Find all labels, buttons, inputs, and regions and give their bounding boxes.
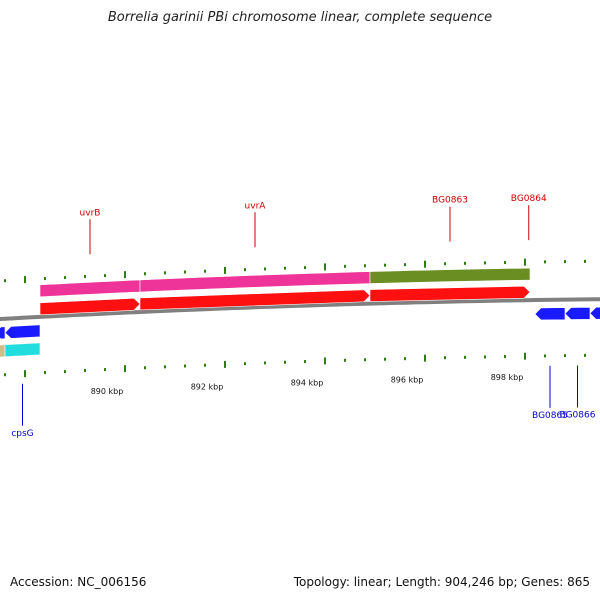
gene-arrow-forward — [39, 297, 141, 316]
scale-label: 892 kbp — [191, 382, 224, 391]
gene-arrow-reverse — [534, 307, 566, 321]
length-label: Length: — [395, 575, 441, 589]
forward-tick-row — [4, 258, 586, 284]
accession-value: NC_006156 — [77, 575, 147, 589]
reverse-gene-label: cpsG — [11, 429, 33, 439]
genes-label: Genes: — [521, 575, 564, 589]
accession-label: Accession: — [10, 575, 74, 589]
scale-label: 898 kbp — [491, 373, 524, 382]
forward-gene-label: uvrB — [80, 208, 101, 218]
map-title: Borrelia garinii PBi chromosome linear, … — [107, 10, 493, 25]
forward-gene-label: BG0863 — [432, 196, 468, 206]
reverse-gene-label: BG0866 — [560, 410, 596, 420]
reverse-gene-label: BG0865 — [532, 411, 568, 421]
length-value: 904,246 bp — [444, 575, 514, 589]
cog-band-forward — [139, 271, 371, 293]
scale-label: 896 kbp — [391, 375, 424, 384]
topology-value: linear — [353, 575, 388, 589]
topology-label: Topology: — [293, 575, 350, 589]
cog-band-reverse — [0, 344, 6, 358]
scale-label: 894 kbp — [291, 379, 324, 388]
scale-label: 890 kbp — [91, 387, 124, 396]
gene-arrow-reverse — [564, 307, 591, 320]
gene-arrow-reverse — [0, 326, 6, 340]
cog-band-forward — [369, 267, 531, 284]
cog-band-forward — [39, 279, 141, 298]
accession-info: Accession: NC_006156 — [10, 575, 146, 589]
backbone — [0, 297, 600, 322]
gene-arrow-forward — [369, 285, 531, 302]
gene-arrow-reverse — [4, 324, 41, 339]
genes-value: 865 — [567, 575, 590, 589]
genome-summary: Topology: linear; Length: 904,246 bp; Ge… — [293, 575, 590, 589]
reverse-tick-row — [4, 352, 586, 378]
gene-arrow-reverse — [589, 306, 600, 320]
forward-gene-label: uvrA — [245, 201, 267, 211]
forward-gene-label: BG0864 — [511, 194, 547, 204]
cog-band-reverse — [4, 342, 41, 358]
gene-arrow-forward — [139, 289, 371, 311]
